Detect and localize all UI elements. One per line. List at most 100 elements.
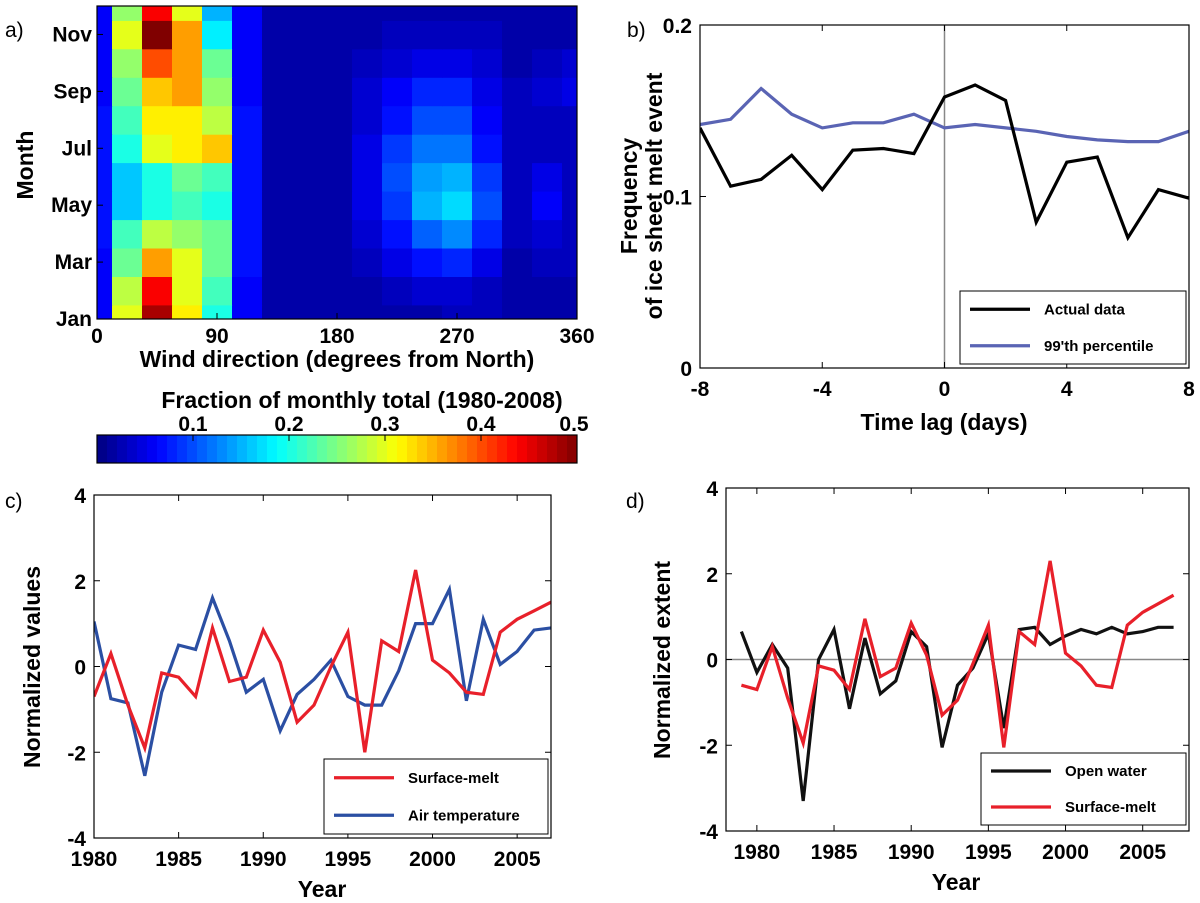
x-tick-label: 2005 — [494, 848, 541, 871]
heatmap-cell — [352, 191, 383, 221]
x-tick-label: 0 — [939, 378, 951, 401]
colorbar-segment — [407, 435, 418, 463]
heatmap-cell — [562, 191, 577, 221]
panel-d-label: d) — [626, 490, 645, 513]
heatmap-cell — [382, 247, 413, 277]
colorbar-segment — [357, 435, 368, 463]
heatmap-cell — [142, 247, 173, 277]
heatmap-cell — [172, 6, 203, 21]
heatmap-cell — [262, 134, 293, 164]
heatmap-cell — [352, 304, 383, 319]
heatmap-cell — [412, 134, 443, 164]
y-tick-label: -4 — [67, 828, 86, 851]
heatmap-cell — [562, 6, 577, 21]
heatmap-cell — [172, 304, 203, 319]
panel-b-y-label-line1: Frequency — [616, 138, 642, 255]
panel-b-legend: Actual data 99'th percentile — [959, 290, 1187, 365]
y-tick-label: Mar — [55, 251, 92, 274]
heatmap-cell — [262, 219, 293, 249]
heatmap-cell — [97, 6, 113, 21]
heatmap-cell — [472, 6, 503, 21]
heatmap-cell — [352, 77, 383, 107]
heatmap-cell — [352, 162, 383, 192]
heatmap-cell — [382, 77, 413, 107]
panel-c-label: c) — [5, 490, 23, 513]
heatmap-cell — [502, 20, 533, 50]
heatmap-cell — [97, 191, 113, 221]
heatmap-cell — [142, 162, 173, 192]
x-tick-label: 2000 — [409, 848, 456, 871]
y-tick-label: Nov — [52, 23, 92, 46]
heatmap-cell — [472, 48, 503, 78]
heatmap-cell — [352, 276, 383, 306]
heatmap-cell — [442, 134, 473, 164]
colorbar-segment — [287, 435, 298, 463]
heatmap-cell — [202, 276, 233, 306]
heatmap-cell — [97, 105, 113, 135]
heatmap-cell — [442, 6, 473, 21]
heatmap-cell — [112, 247, 143, 277]
heatmap-cell — [262, 304, 293, 319]
heatmap-cell — [562, 134, 577, 164]
y-tick-label: May — [51, 194, 92, 217]
colorbar-segment — [227, 435, 238, 463]
series-line-actual-data — [700, 83, 1189, 242]
heatmap-cell — [97, 48, 113, 78]
heatmap-cell — [532, 105, 563, 135]
x-tick-label: 4 — [1061, 378, 1073, 401]
panel-b-y-ticks: 0 0.1 0.2 — [663, 15, 1189, 381]
heatmap-cell — [382, 219, 413, 249]
x-tick-label: 270 — [439, 325, 474, 348]
y-tick-label: Jan — [56, 308, 92, 331]
heatmap-cell — [112, 134, 143, 164]
colorbar-segment — [237, 435, 248, 463]
heatmap-cell — [322, 162, 353, 192]
heatmap-cell — [562, 276, 577, 306]
x-tick-label: 0 — [91, 325, 103, 348]
heatmap-cell — [502, 276, 533, 306]
x-tick-label: -8 — [691, 378, 710, 401]
heatmap-cell — [412, 304, 443, 319]
heatmap-cell — [322, 191, 353, 221]
heatmap-cell — [202, 20, 233, 50]
heatmap-cell — [232, 134, 263, 164]
heatmap-cell — [472, 77, 503, 107]
heatmap-cell — [442, 48, 473, 78]
colorbar-segment — [107, 435, 118, 463]
legend-box — [323, 758, 549, 835]
heatmap-cell — [292, 6, 323, 21]
heatmap-cell — [202, 6, 233, 21]
legend-label: Air temperature — [408, 807, 520, 824]
heatmap-cell — [502, 134, 533, 164]
heatmap-cell — [382, 20, 413, 50]
colorbar-segment — [437, 435, 448, 463]
heatmap-cell — [142, 77, 173, 107]
heatmap-cell — [172, 276, 203, 306]
heatmap-cell — [172, 20, 203, 50]
heatmap-cell — [472, 105, 503, 135]
heatmap-cell — [322, 304, 353, 319]
colorbar-segment — [477, 435, 488, 463]
panel-c-plot-area — [94, 569, 551, 777]
colorbar-tick-label: 0.2 — [274, 413, 303, 436]
heatmap-cell — [232, 77, 263, 107]
colorbar-frame — [96, 434, 578, 464]
series-line-air-temperature — [94, 584, 551, 777]
series-line-99-th-percentile — [700, 86, 1189, 144]
heatmap-cell — [472, 276, 503, 306]
heatmap-cell — [322, 105, 353, 135]
panel-d-legend: Open water Surface-melt — [980, 752, 1187, 826]
heatmap-cell — [412, 247, 443, 277]
heatmap-cell — [562, 304, 577, 319]
heatmap-cell — [142, 105, 173, 135]
heatmap-cell — [382, 304, 413, 319]
colorbar-segment — [377, 435, 388, 463]
legend-box — [980, 752, 1187, 826]
heatmap-cell — [562, 162, 577, 192]
colorbar-segment — [427, 435, 438, 463]
y-tick-label: Jul — [62, 137, 92, 160]
heatmap-cell — [532, 77, 563, 107]
heatmap-cell — [562, 247, 577, 277]
colorbar-segment — [367, 435, 378, 463]
legend-label: 99'th percentile — [1044, 338, 1153, 355]
